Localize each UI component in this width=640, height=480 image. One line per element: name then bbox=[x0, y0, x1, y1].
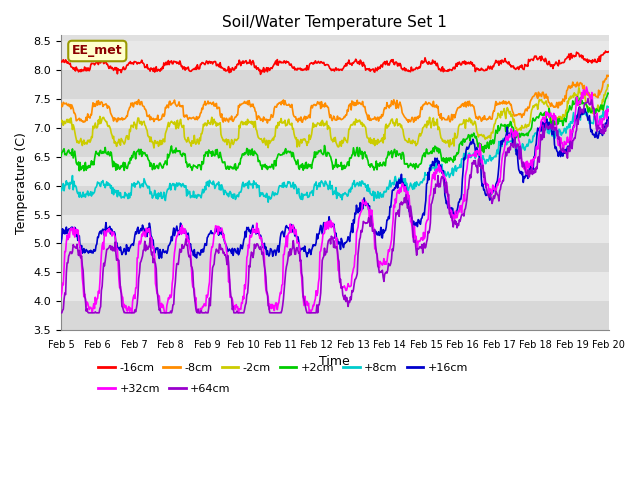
Bar bbox=[61, 70, 609, 99]
Bar bbox=[61, 99, 609, 128]
Bar bbox=[61, 215, 609, 243]
Legend: +32cm, +64cm: +32cm, +64cm bbox=[94, 379, 235, 398]
Bar bbox=[61, 128, 609, 157]
X-axis label: Time: Time bbox=[319, 355, 350, 369]
Bar bbox=[61, 272, 609, 301]
Bar bbox=[61, 301, 609, 330]
Bar bbox=[61, 41, 609, 70]
Bar bbox=[61, 186, 609, 215]
Text: EE_met: EE_met bbox=[72, 45, 123, 58]
Bar bbox=[61, 157, 609, 186]
Bar bbox=[61, 243, 609, 272]
Y-axis label: Temperature (C): Temperature (C) bbox=[15, 132, 28, 234]
Title: Soil/Water Temperature Set 1: Soil/Water Temperature Set 1 bbox=[222, 15, 447, 30]
